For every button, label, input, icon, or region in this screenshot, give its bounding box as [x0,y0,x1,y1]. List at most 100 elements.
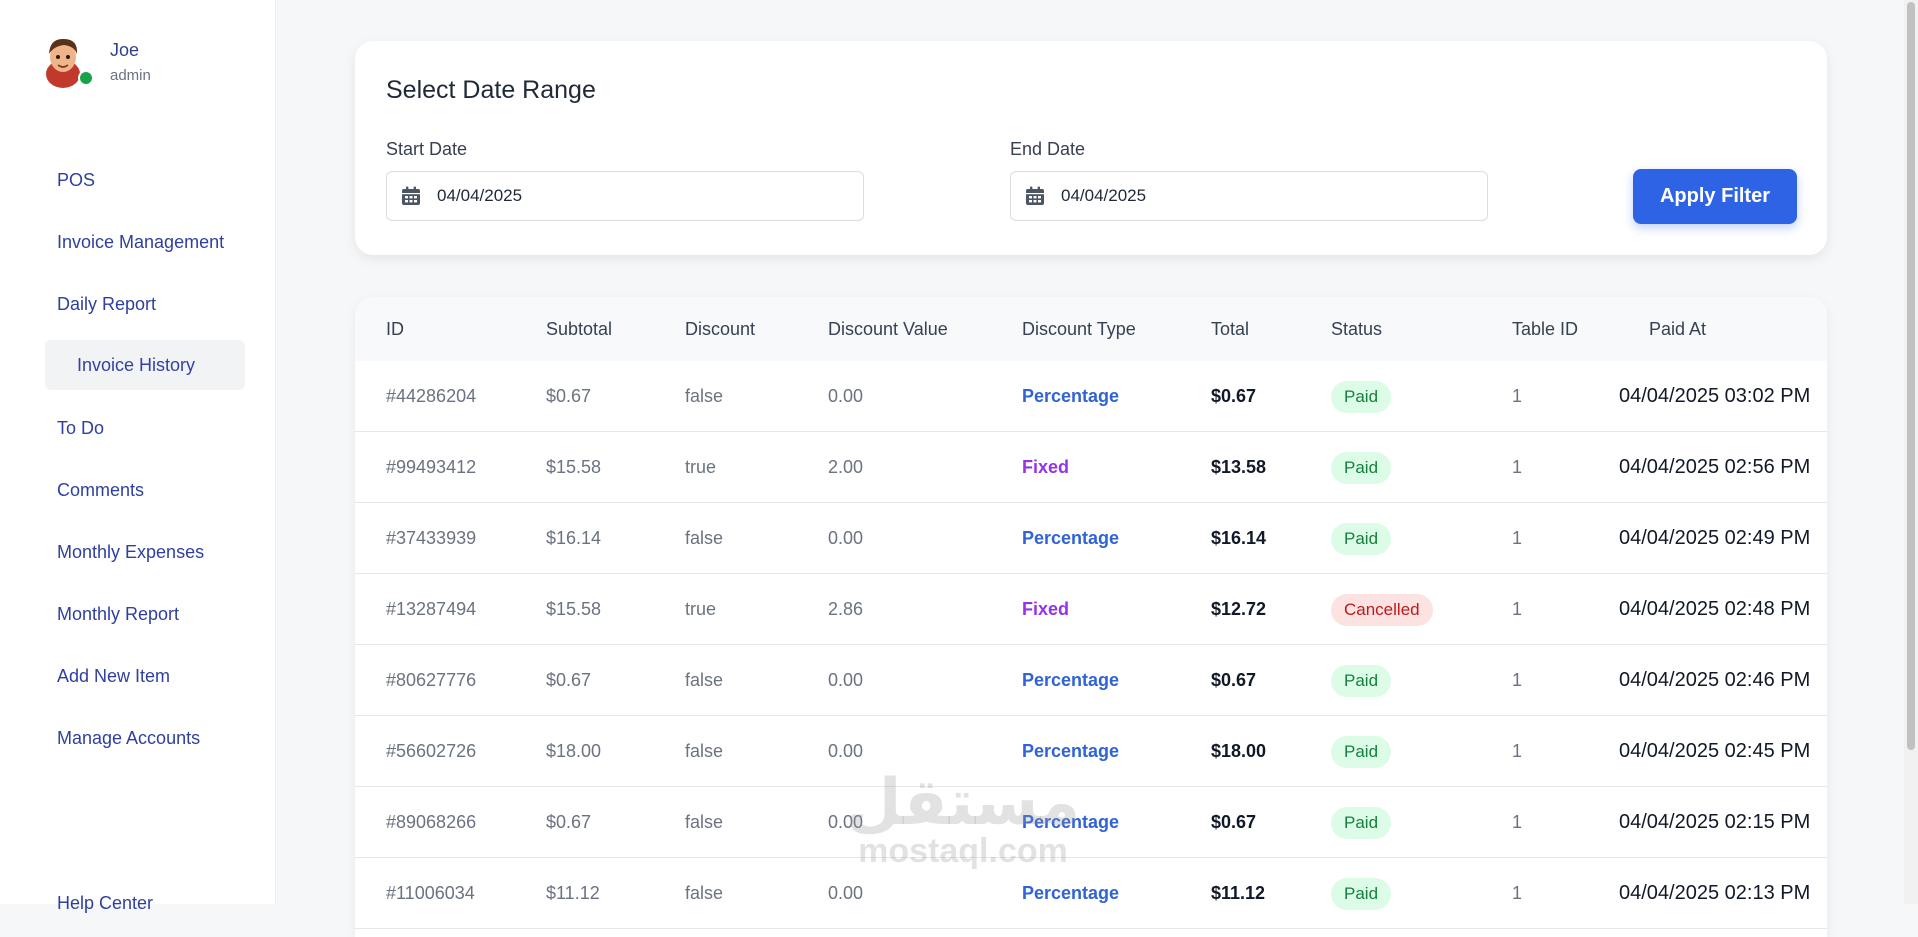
cell-status: Paid [1331,432,1392,502]
sidebar-item-comments[interactable]: Comments [57,480,145,500]
cell-paid-at: 04/04/2025 03:02 PM [1619,385,1811,407]
sidebar-item-to-do[interactable]: To Do [57,418,105,438]
avatar [34,30,94,88]
cell-subtotal: $0.67 [546,670,592,690]
cell-discount-type: Percentage [1022,528,1120,548]
status-badge: Paid [1331,452,1392,484]
cell-id: #13287494 [386,599,477,619]
cell-id: #80627776 [386,670,477,690]
cell-table-id: 1 [1512,599,1523,619]
column-header-discount-type: Discount Type [1022,319,1136,339]
table-row[interactable]: #37433939 $16.14 false 0.00 Percentage $16.14… [355,503,1827,574]
cell-status: Cancelled [1331,574,1433,644]
sidebar-item-invoice-management[interactable]: Invoice Management [57,232,225,252]
end-date-label: End Date [1010,139,1086,159]
column-header-discount-value: Discount Value [828,319,948,339]
table-row[interactable]: #13287494 $15.58 true 2.86 Fixed $12.72 Cancel… [355,574,1827,645]
cell-status: Paid [1331,361,1392,431]
table-row[interactable]: #56602726 $18.00 false 0.00 Percentage $18.00… [355,716,1827,787]
column-header-id: ID [386,319,404,339]
cell-table-id: 1 [1512,812,1523,832]
status-badge: Paid [1331,878,1392,910]
cell-discount-type: Percentage [1022,883,1120,903]
cell-discount-type: Fixed [1022,599,1070,619]
table-header: ID Subtotal Discount Discount Value Discount… [355,297,1827,361]
cell-status: Paid [1331,645,1392,715]
status-badge: Paid [1331,523,1392,555]
table-row[interactable]: #99493412 $15.58 true 2.00 Fixed $13.58 Paid 1 0… [355,432,1827,503]
cell-table-id: 1 [1512,528,1523,548]
status-badge: Paid [1331,736,1392,768]
column-header-total: Total [1211,319,1250,339]
user-profile[interactable]: Joe admin [34,30,151,88]
cell-discount: false [685,741,724,761]
table-row[interactable]: #11006034 $11.12 false 0.00 Percentage $11.12… [355,858,1827,929]
start-date-input[interactable] [435,185,839,207]
cell-discount: false [685,883,724,903]
sidebar-item-add-new-item[interactable]: Add New Item [57,666,171,686]
column-header-paid-at: Paid At [1649,319,1707,339]
user-role: admin [110,67,151,84]
end-date-input[interactable] [1059,185,1463,207]
column-header-table-id: Table ID [1512,319,1579,339]
cell-id: #99493412 [386,457,477,477]
cell-discount: true [685,599,717,619]
cell-paid-at: 04/04/2025 02:48 PM [1619,598,1811,620]
table-row[interactable]: #44286204 $0.67 false 0.00 Percentage $0.67 Pa… [355,361,1827,432]
sidebar-item-monthly-report[interactable]: Monthly Report [57,604,180,624]
cell-paid-at: 04/04/2025 02:49 PM [1619,527,1811,549]
cell-discount-type: Percentage [1022,386,1120,406]
apply-filter-button[interactable]: Apply Filter [1633,169,1797,224]
sidebar: Joe admin POS Invoice Management Daily R… [0,0,276,913]
cell-discount-value: 0.00 [828,741,864,761]
cell-subtotal: $0.67 [546,812,592,832]
end-date-field[interactable] [1010,171,1488,221]
cell-discount-value: 0.00 [828,812,864,832]
cell-total: $18.00 [1211,741,1267,761]
cell-discount-value: 0.00 [828,528,864,548]
sidebar-item-daily-report[interactable]: Daily Report [57,294,157,314]
cell-status: Paid [1331,716,1392,786]
sidebar-item-manage-accounts[interactable]: Manage Accounts [57,728,201,748]
status-badge: Paid [1331,381,1392,413]
table-row[interactable]: #80627776 $0.67 false 0.00 Percentage $0.67 Pa… [355,645,1827,716]
cell-discount-value: 0.00 [828,386,864,406]
cell-discount: false [685,812,724,832]
sidebar-item-help-center[interactable]: Help Center [57,893,154,913]
cell-total: $16.14 [1211,528,1267,548]
cell-table-id: 1 [1512,741,1523,761]
column-header-discount: Discount [685,319,756,339]
cell-id: #37433939 [386,528,477,548]
sidebar-item-monthly-expenses[interactable]: Monthly Expenses [57,542,205,562]
online-status-dot [78,70,94,86]
cell-discount-value: 0.00 [828,883,864,903]
status-badge: Cancelled [1331,594,1433,626]
filter-title: Select Date Range [386,76,596,104]
start-date-field[interactable] [386,171,864,221]
invoice-history-table: ID Subtotal Discount Discount Value Discount… [355,297,1827,937]
cell-total: $13.58 [1211,457,1267,477]
table-row[interactable]: #89068266 $0.67 false 0.00 Percentage $0.67 Pa… [355,787,1827,858]
sidebar-item-invoice-history[interactable]: Invoice History [45,340,245,390]
page-scrollbar[interactable] [1904,0,1918,904]
cell-total: $12.72 [1211,599,1267,619]
cell-id: #89068266 [386,812,477,832]
cell-discount: false [685,386,724,406]
cell-subtotal: $11.12 [546,883,600,903]
cell-status: Paid [1331,503,1392,573]
status-badge: Paid [1331,665,1392,697]
cell-total: $0.67 [1211,812,1257,832]
cell-subtotal: $18.00 [546,741,602,761]
cell-discount-type: Percentage [1022,670,1120,690]
sidebar-item-pos[interactable]: POS [57,170,96,190]
date-range-filter-card: Select Date Range Start Date End Date Ap… [355,41,1827,255]
cell-total: $0.67 [1211,670,1257,690]
status-badge: Paid [1331,807,1392,839]
cell-status: Paid [1331,858,1392,928]
scrollbar-thumb[interactable] [1907,2,1915,750]
column-header-status: Status [1331,319,1383,339]
calendar-icon [402,186,420,205]
calendar-icon [1026,186,1044,205]
cell-total: $0.67 [1211,386,1257,406]
cell-discount-value: 2.00 [828,457,864,477]
